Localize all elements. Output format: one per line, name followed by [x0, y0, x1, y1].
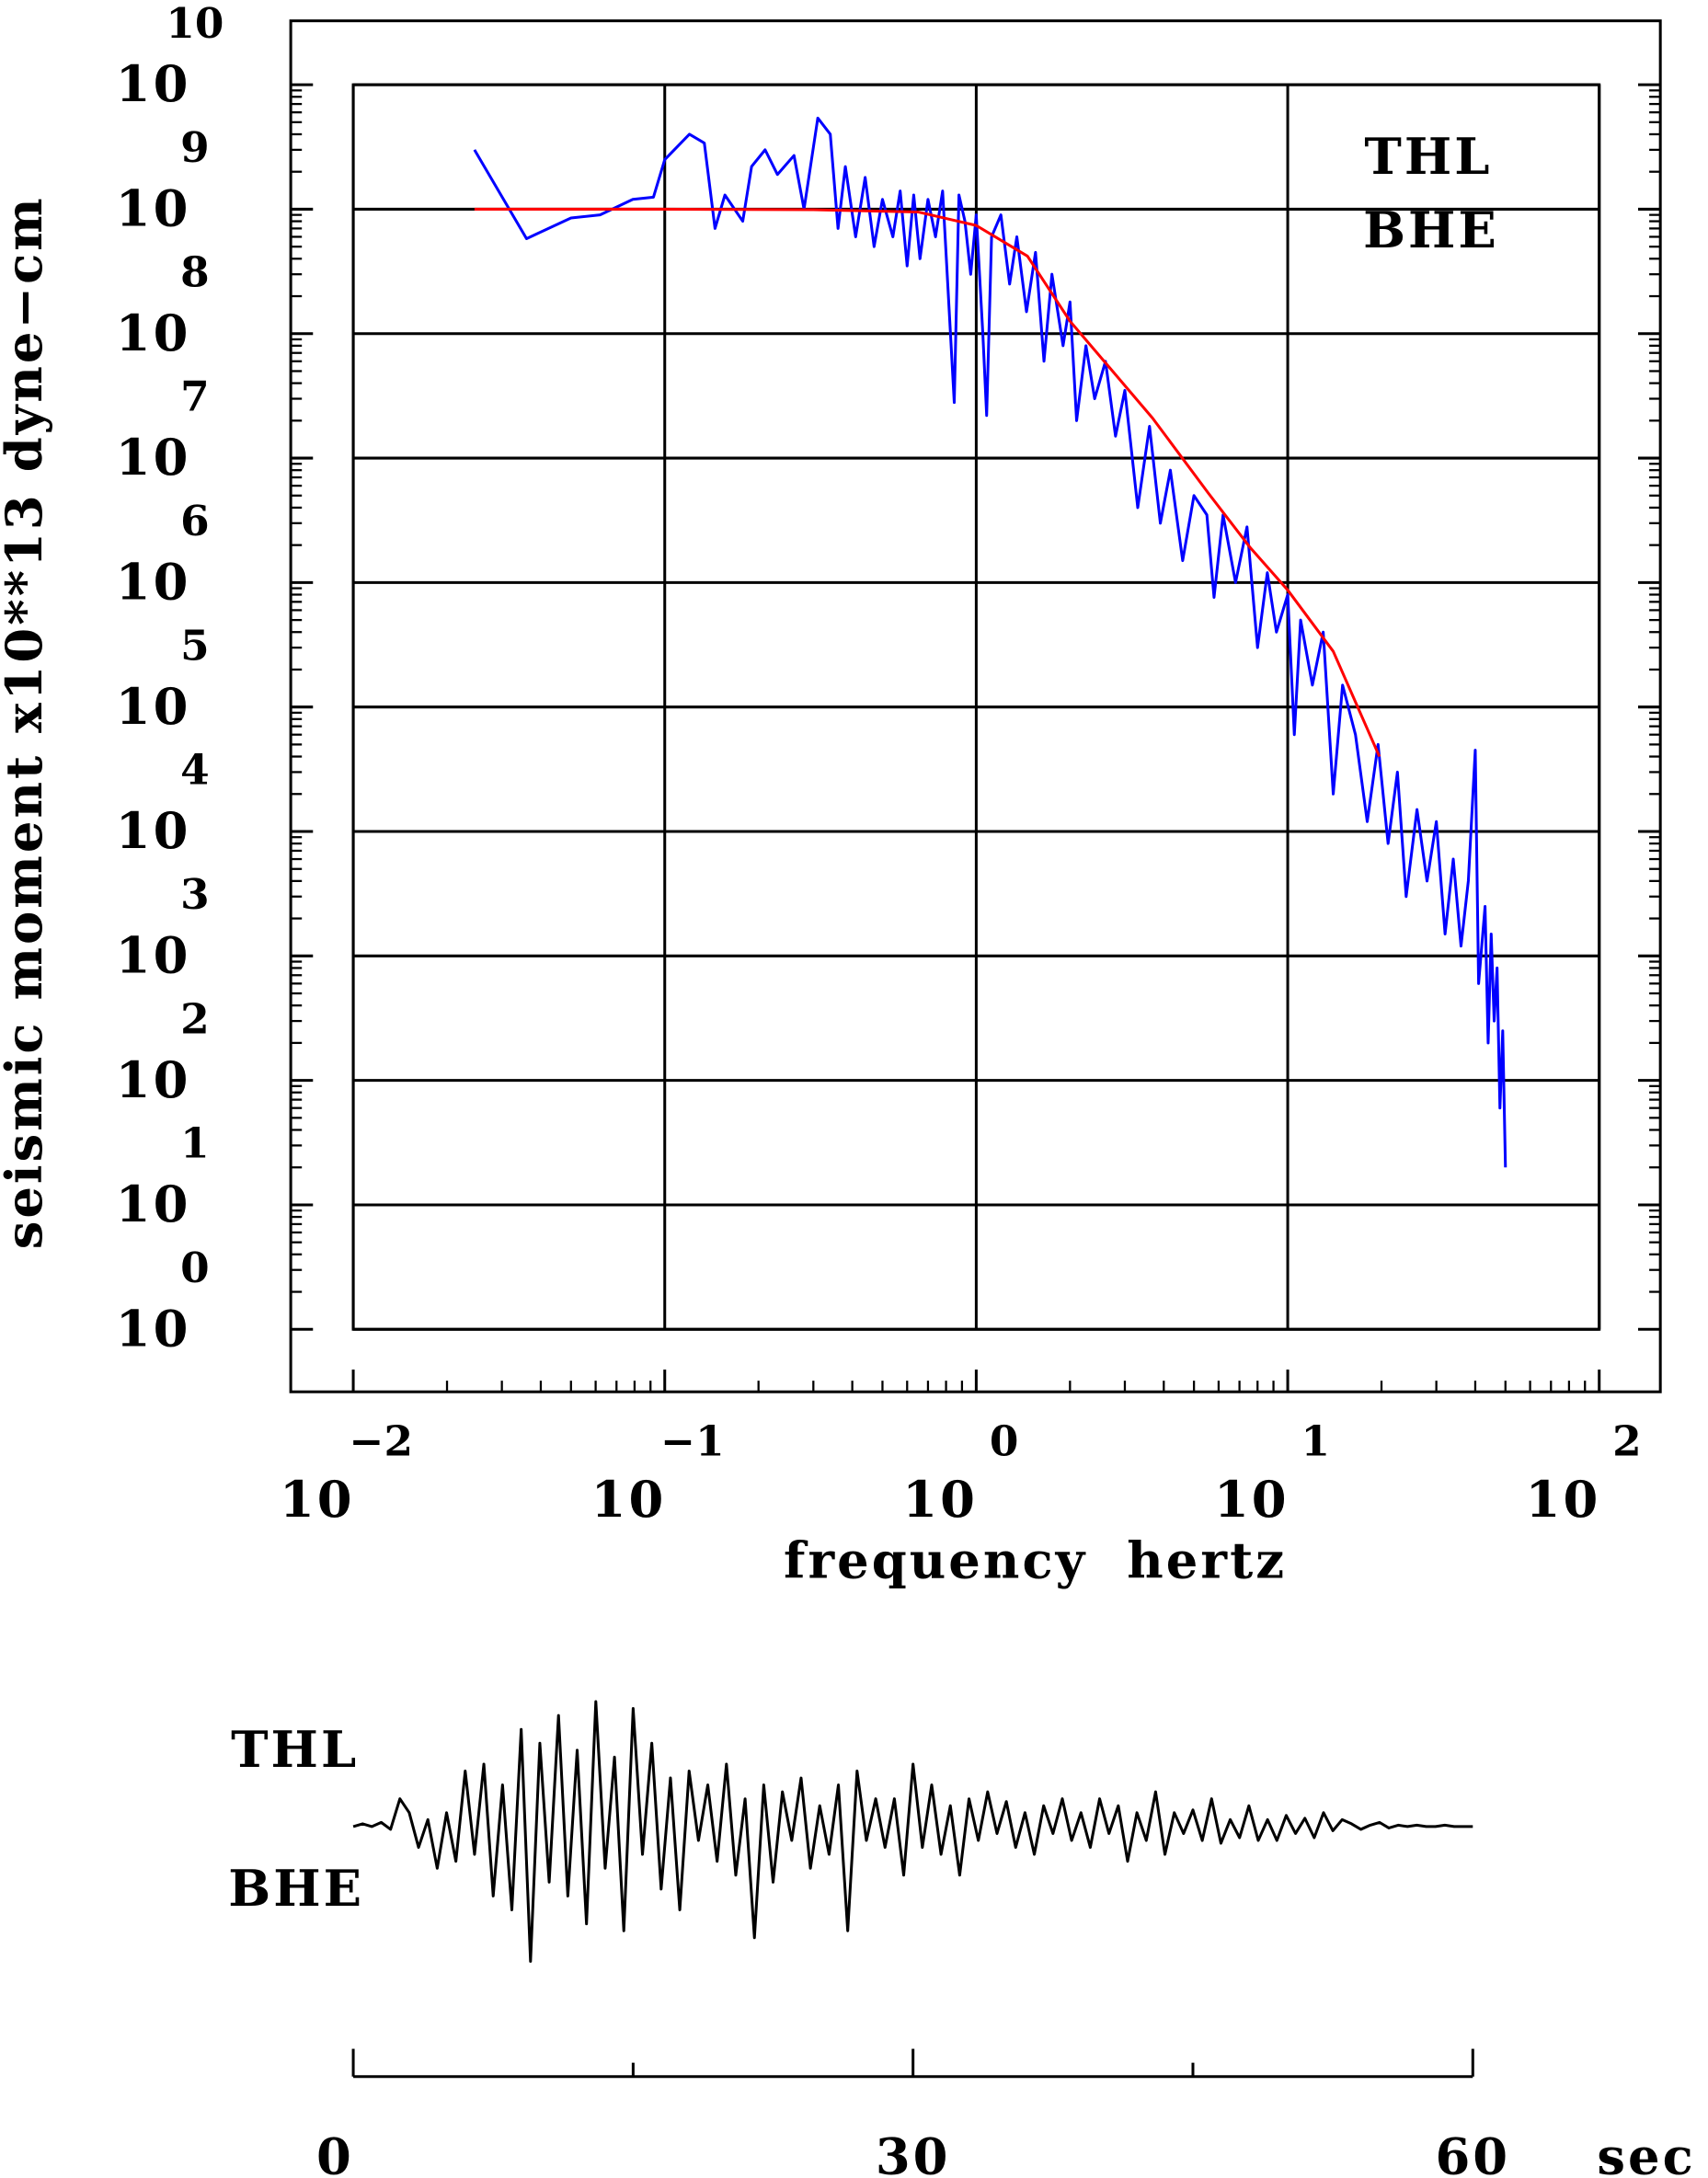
y-tick-exponent: 2 [180, 993, 210, 1043]
y-tick-label: 10 [116, 1299, 191, 1358]
y-tick-label: 10 [116, 925, 191, 984]
y-tick-label: 10 [116, 179, 191, 238]
y-tick-exponent: 0 [180, 1243, 210, 1292]
y-tick-exponent: 1 [180, 1118, 210, 1168]
x-tick-label: 60 [1435, 2126, 1510, 2178]
y-tick-label: 10 [116, 801, 191, 860]
y-tick-exponent: 7 [180, 372, 210, 421]
y-tick-exponent: 3 [180, 869, 210, 919]
y-tick-exponent: 4 [180, 745, 210, 795]
x-tick-label: 10 [591, 1470, 667, 1529]
x-tick-label: 10 [1526, 1470, 1601, 1529]
x-tick-exponent: −2 [350, 1416, 413, 1466]
x-tick-exponent: 2 [1612, 1416, 1642, 1466]
y-tick-exponent: 10 [166, 0, 224, 48]
data-line [473, 116, 1507, 1168]
y-tick-exponent: 6 [180, 496, 210, 545]
trace-label: BHE [228, 1859, 364, 1918]
x-tick-exponent: 1 [1301, 1416, 1330, 1466]
y-tick-label: 10 [116, 677, 191, 736]
x-axis-label: frequency hertz [784, 1531, 1287, 1590]
annotation: THL [1364, 127, 1492, 186]
x-tick-label: 10 [902, 1470, 978, 1529]
y-tick-exponent: 5 [180, 620, 210, 670]
x-tick-label: 30 [876, 2126, 951, 2178]
y-tick-label: 10 [116, 304, 191, 362]
y-axis-label: seismic moment x10**13 dyne−cm [0, 195, 53, 1249]
y-tick-label: 10 [116, 553, 191, 612]
data-line [352, 1700, 1473, 1963]
y-tick-label: 10 [116, 54, 191, 113]
x-tick-label: 10 [1214, 1470, 1290, 1529]
y-tick-label: 10 [116, 1175, 191, 1233]
x-tick-exponent: −1 [660, 1416, 724, 1466]
y-tick-label: 10 [116, 1050, 191, 1109]
x-tick-label: 10 [280, 1470, 355, 1529]
data-line [474, 207, 1381, 758]
y-tick-label: 10 [116, 428, 191, 487]
x-axis-label: sec [1597, 2126, 1695, 2178]
x-tick-label: 0 [316, 2126, 354, 2178]
x-tick-exponent: 0 [990, 1416, 1019, 1466]
y-tick-exponent: 8 [180, 246, 210, 296]
trace-label: THL [231, 1720, 359, 1779]
y-tick-exponent: 9 [180, 122, 210, 172]
